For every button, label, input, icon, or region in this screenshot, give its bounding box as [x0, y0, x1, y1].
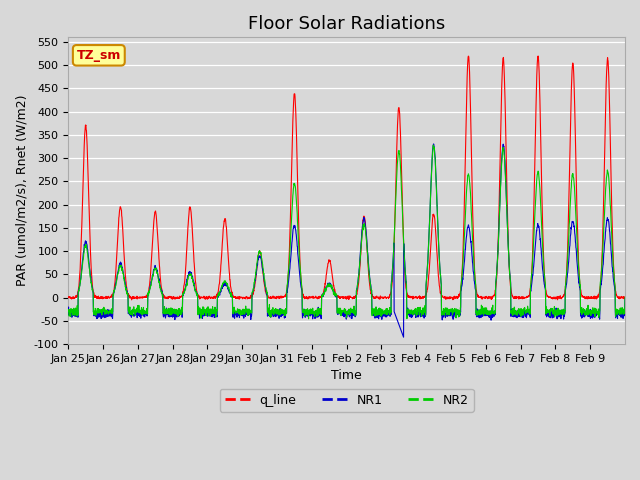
X-axis label: Time: Time [332, 370, 362, 383]
Title: Floor Solar Radiations: Floor Solar Radiations [248, 15, 445, 33]
Text: TZ_sm: TZ_sm [77, 49, 121, 62]
Legend: q_line, NR1, NR2: q_line, NR1, NR2 [220, 388, 474, 411]
Y-axis label: PAR (umol/m2/s), Rnet (W/m2): PAR (umol/m2/s), Rnet (W/m2) [15, 95, 28, 287]
